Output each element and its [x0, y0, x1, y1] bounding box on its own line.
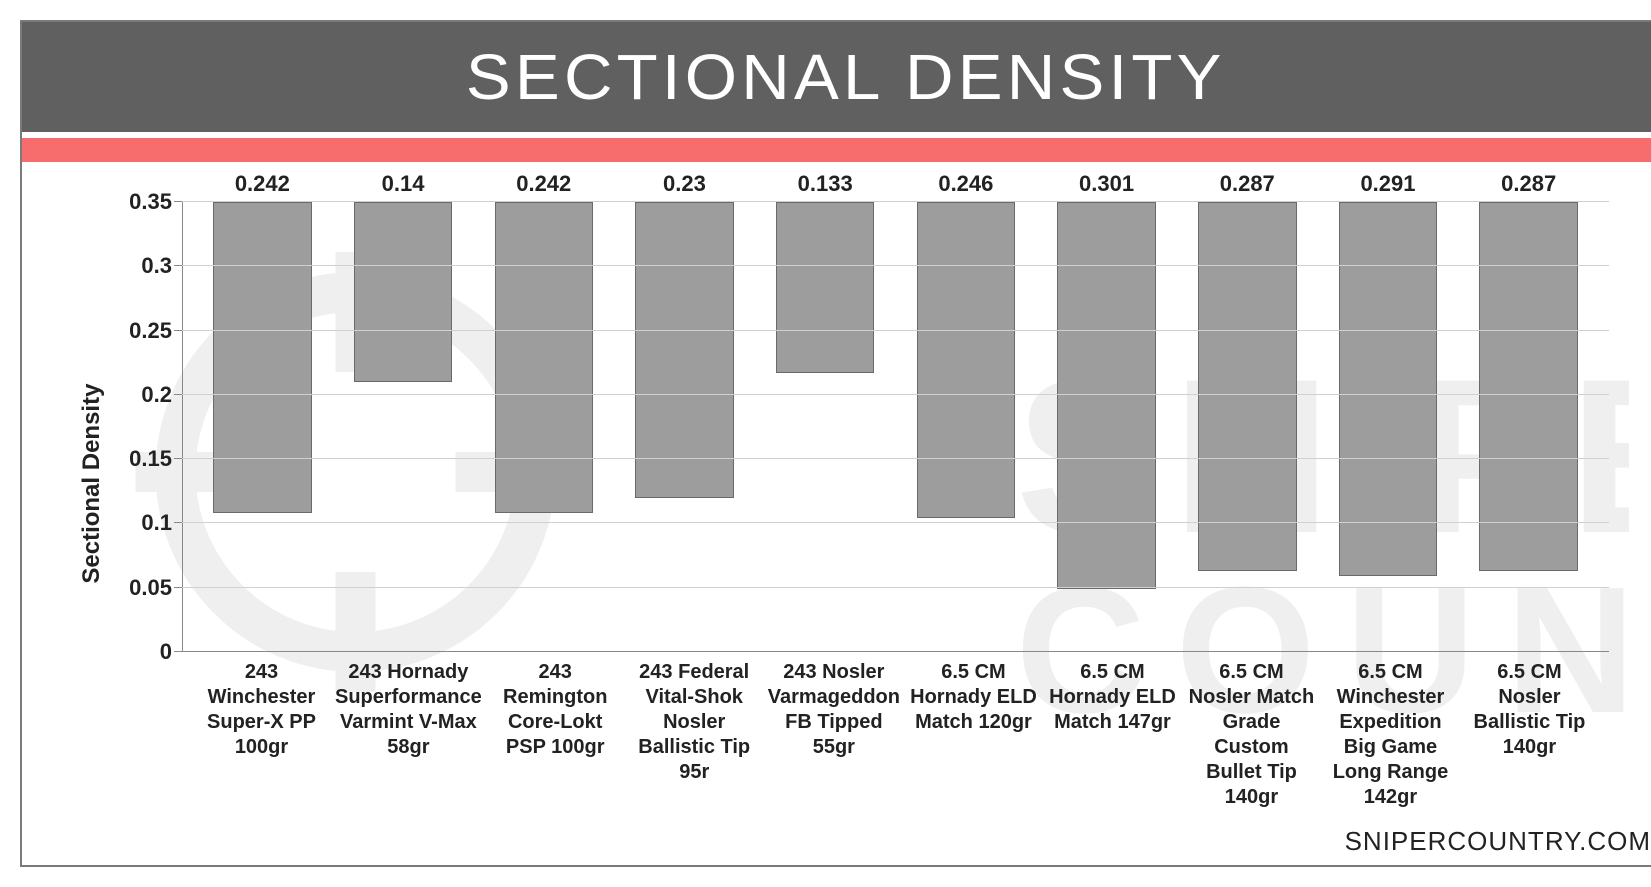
- bar-slot: 0.291: [1318, 202, 1459, 652]
- bar: 0.287: [1479, 202, 1577, 571]
- y-tick-mark: [174, 330, 182, 331]
- x-axis-label: 243 Remington Core-Lokt PSP 100gr: [486, 660, 625, 810]
- gridline: [182, 587, 1609, 588]
- y-axis-title: Sectional Density: [78, 384, 106, 584]
- bar-value-label: 0.301: [1079, 171, 1134, 197]
- y-tick-label: 0.3: [141, 253, 172, 279]
- y-tick-mark: [174, 522, 182, 523]
- bar-value-label: 0.287: [1220, 171, 1275, 197]
- bar: 0.242: [213, 202, 311, 513]
- bar-value-label: 0.291: [1360, 171, 1415, 197]
- bar-value-label: 0.246: [938, 171, 993, 197]
- gridline: [182, 458, 1609, 459]
- bar: 0.133: [776, 202, 874, 373]
- x-axis-label: 6.5 CM Nosler Match Grade Custom Bullet …: [1182, 660, 1321, 810]
- footer-credit: SNIPERCOUNTRY.COM: [1345, 826, 1651, 857]
- y-tick-mark: [174, 458, 182, 459]
- page-title: SECTIONAL DENSITY: [466, 40, 1226, 114]
- x-axis-label: 243 Winchester Super-X PP 100gr: [192, 660, 331, 810]
- bar-slot: 0.246: [896, 202, 1037, 652]
- bar-value-label: 0.242: [516, 171, 571, 197]
- header-bar: SECTIONAL DENSITY: [22, 22, 1651, 132]
- x-axis-label: 243 Federal Vital-Shok Nosler Ballistic …: [625, 660, 764, 810]
- bar: 0.301: [1057, 202, 1155, 589]
- y-tick-label: 0: [160, 639, 172, 665]
- bar: 0.23: [635, 202, 733, 498]
- bar-slot: 0.301: [1036, 202, 1177, 652]
- bar-slot: 0.14: [333, 202, 474, 652]
- bar-value-label: 0.23: [663, 171, 706, 197]
- bar-slot: 0.242: [192, 202, 333, 652]
- y-tick-label: 0.2: [141, 382, 172, 408]
- chart-area: SNIPER COUNTRY Sectional Density 0.2420.…: [62, 192, 1629, 792]
- y-tick-label: 0.05: [129, 575, 172, 601]
- y-tick-label: 0.35: [129, 189, 172, 215]
- bar-slot: 0.242: [473, 202, 614, 652]
- chart-container: SECTIONAL DENSITY SNIPER COUNTRY Section…: [20, 20, 1651, 867]
- x-axis-labels: 243 Winchester Super-X PP 100gr243 Horna…: [182, 660, 1609, 810]
- y-tick-label: 0.25: [129, 318, 172, 344]
- bar-slot: 0.287: [1177, 202, 1318, 652]
- y-tick-mark: [174, 587, 182, 588]
- y-tick-mark: [174, 651, 182, 652]
- x-axis-label: 6.5 CM Hornady ELD Match 147gr: [1043, 660, 1182, 810]
- bar-value-label: 0.242: [235, 171, 290, 197]
- y-tick-mark: [174, 201, 182, 202]
- gridline: [182, 330, 1609, 331]
- bar: 0.246: [917, 202, 1015, 518]
- bar-slot: 0.23: [614, 202, 755, 652]
- x-axis-label: 6.5 CM Nosler Ballistic Tip 140gr: [1460, 660, 1599, 810]
- bar-slot: 0.287: [1458, 202, 1599, 652]
- bar-value-label: 0.133: [798, 171, 853, 197]
- bars-group: 0.242 0.14 0.242 0.23 0.133 0.246 0.301 0.287 0.…: [182, 202, 1609, 652]
- bar: 0.14: [354, 202, 452, 382]
- bar-value-label: 0.287: [1501, 171, 1556, 197]
- bar: 0.242: [495, 202, 593, 513]
- y-tick-mark: [174, 265, 182, 266]
- bar: 0.291: [1339, 202, 1437, 576]
- bar: 0.287: [1198, 202, 1296, 571]
- gridline: [182, 201, 1609, 202]
- y-tick-mark: [174, 394, 182, 395]
- gridline: [182, 394, 1609, 395]
- x-axis-label: 243 Hornady Superformance Varmint V-Max …: [331, 660, 486, 810]
- y-tick-label: 0.15: [129, 446, 172, 472]
- plot-region: 0.242 0.14 0.242 0.23 0.133 0.246 0.301 0.287 0.…: [182, 202, 1609, 652]
- x-axis-label: 243 Nosler Varmageddon FB Tipped 55gr: [764, 660, 904, 810]
- gridline: [182, 522, 1609, 523]
- bar-value-label: 0.14: [382, 171, 425, 197]
- x-axis-label: 6.5 CM Hornady ELD Match 120gr: [904, 660, 1043, 810]
- gridline: [182, 265, 1609, 266]
- y-tick-label: 0.1: [141, 510, 172, 536]
- x-axis-label: 6.5 CM Winchester Expedition Big Game Lo…: [1321, 660, 1460, 810]
- bar-slot: 0.133: [755, 202, 896, 652]
- accent-bar: [22, 138, 1651, 162]
